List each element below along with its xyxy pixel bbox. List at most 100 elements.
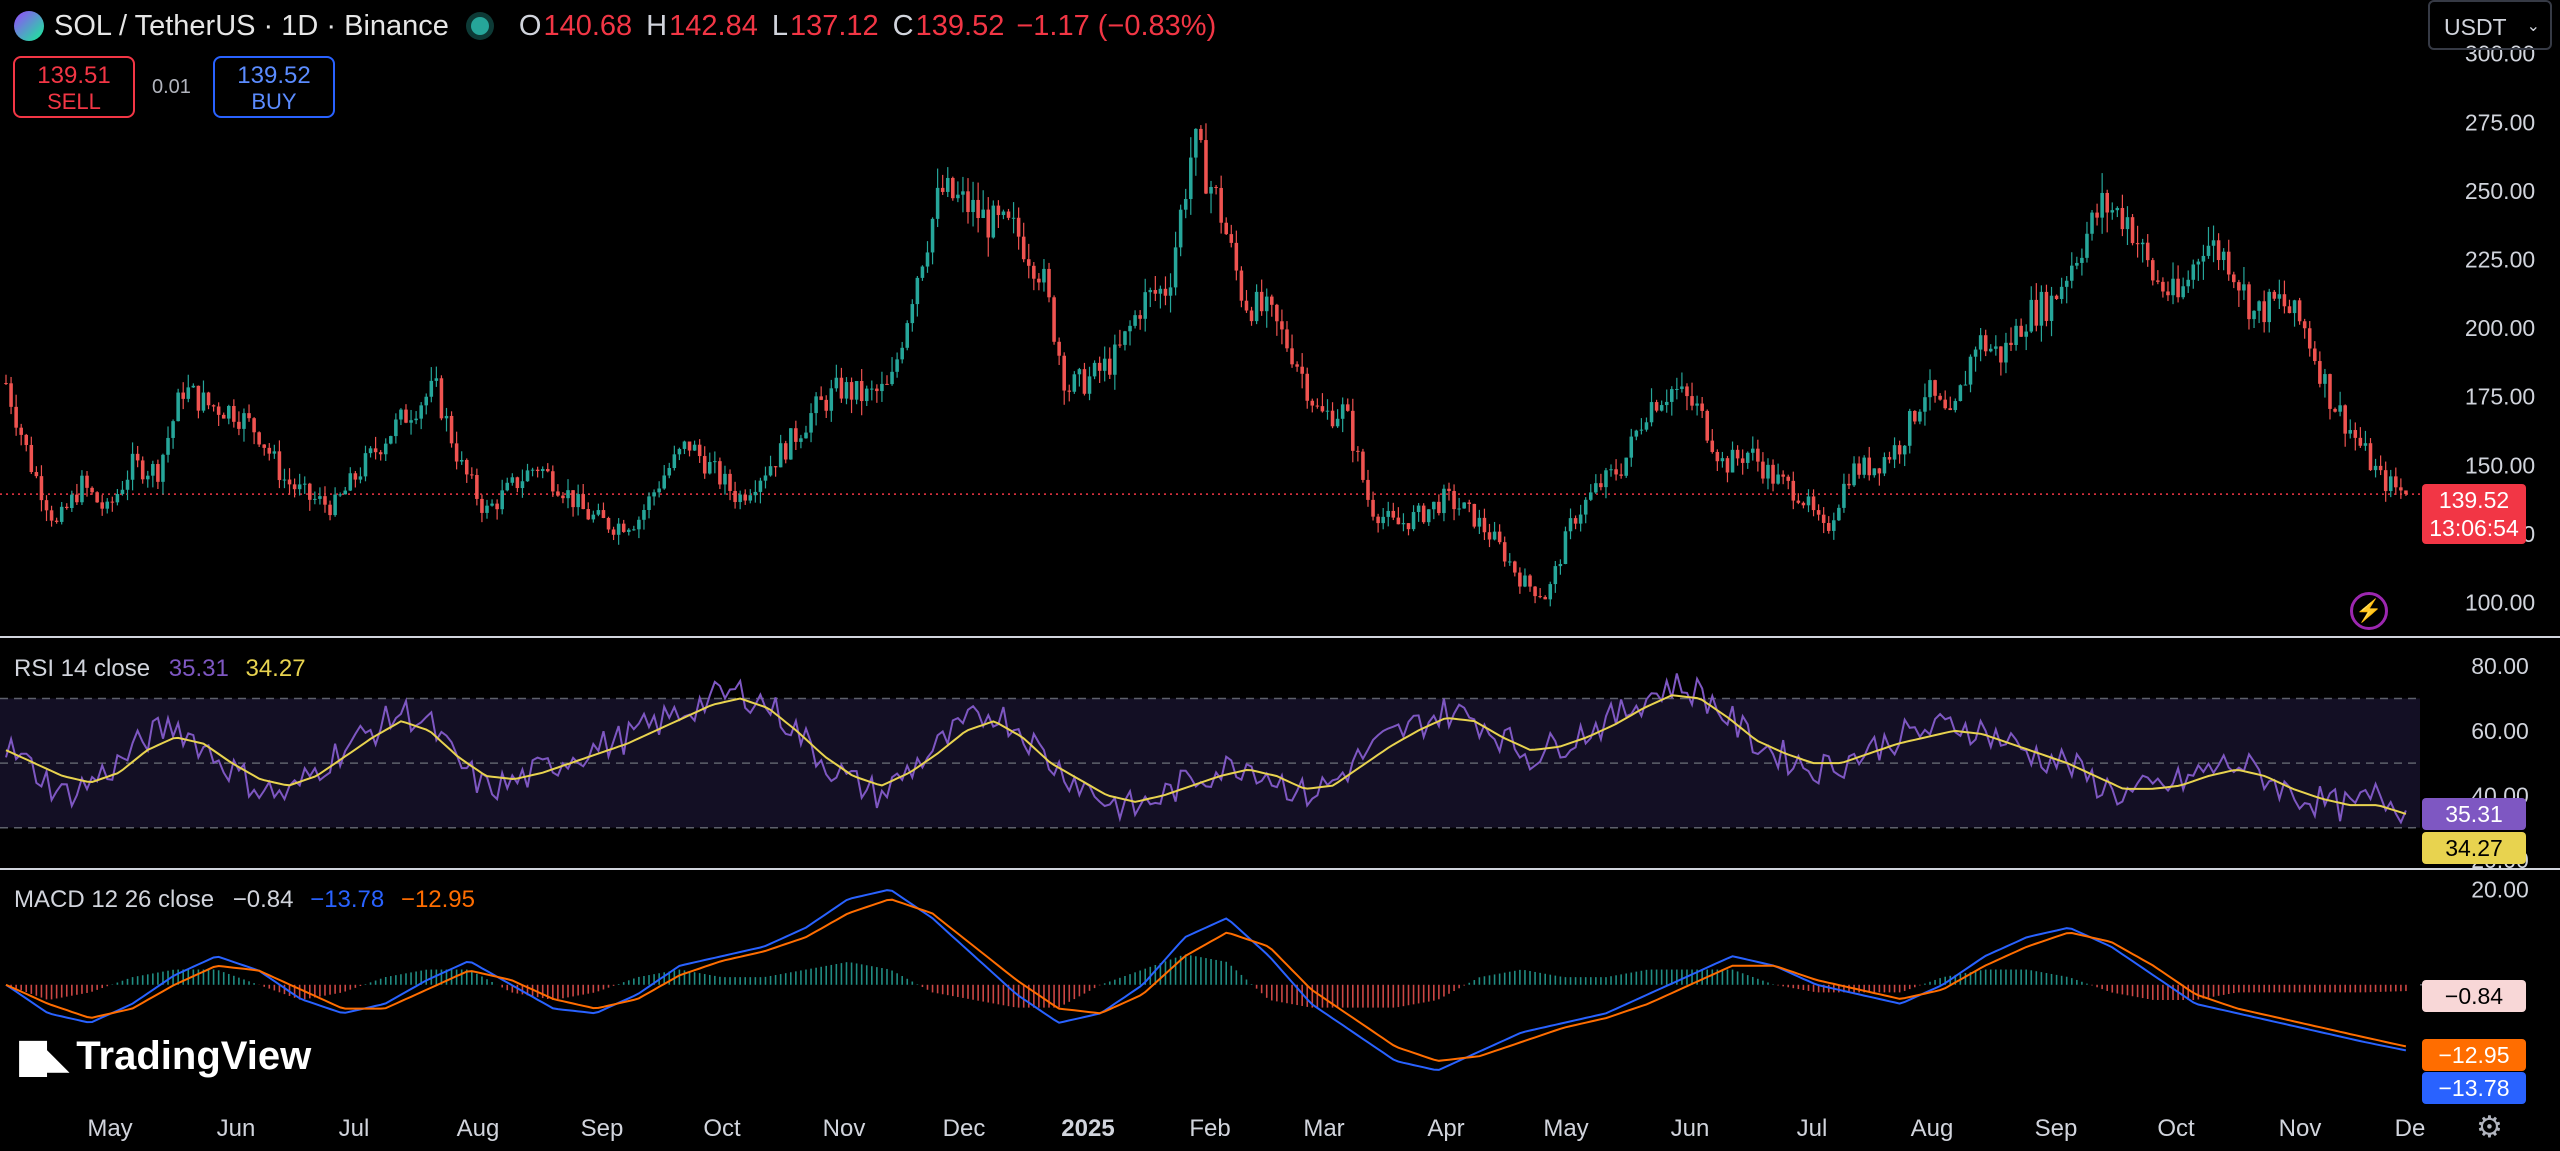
rsi-value-tag: 35.31 (2422, 798, 2526, 830)
candle-body (1492, 531, 1497, 540)
candle-body (2004, 342, 2008, 363)
candle-body (1513, 561, 1517, 573)
time-axis-label: Nov (823, 1115, 866, 1142)
candle-body (1902, 445, 1907, 455)
candle-body (2054, 295, 2059, 299)
candle-body (1432, 501, 1436, 510)
candle-body (368, 448, 373, 454)
candle-body (232, 405, 236, 422)
candle-body (1148, 289, 1153, 293)
candle-body (1558, 563, 1563, 567)
macd-hist-tag: −0.84 (2422, 980, 2526, 1012)
current-price-tag: 139.52 13:06:54 (2422, 484, 2526, 544)
buy-button[interactable]: 139.52 BUY (213, 56, 335, 118)
candle-body (642, 509, 646, 520)
candle-body (1968, 356, 1973, 385)
candle-body (2383, 470, 2388, 492)
candle-body (601, 510, 606, 519)
time-axis-label: Oct (2157, 1115, 2195, 1142)
candle-body (2130, 217, 2135, 244)
candle-body (1189, 157, 1193, 200)
candle-body (115, 494, 120, 503)
candle-body (1487, 532, 1492, 540)
candle-body (459, 459, 464, 462)
candle-body (667, 468, 672, 476)
candle-body (1568, 518, 1573, 532)
candle-body (2287, 306, 2292, 314)
candle-body (768, 466, 773, 476)
candle-body (1751, 448, 1755, 453)
candle-body (389, 436, 393, 444)
candle-body (1791, 480, 1796, 501)
candle-body (2191, 264, 2196, 280)
candle-body (530, 469, 535, 471)
candle-body (44, 500, 49, 511)
candle-body (1730, 449, 1735, 473)
candle-body (1771, 464, 1775, 484)
candle-body (1340, 404, 1345, 419)
candle-body (783, 443, 788, 460)
candle-body (1224, 222, 1228, 235)
candle-body (333, 494, 337, 516)
candle-body (940, 187, 945, 192)
candle-body (672, 454, 677, 469)
candle-body (1376, 516, 1380, 524)
candle-body (9, 383, 13, 407)
sell-button[interactable]: 139.51 SELL (13, 56, 135, 118)
candle-body (1553, 566, 1558, 585)
candle-body (1887, 457, 1892, 460)
candle-body (1599, 483, 1603, 488)
candle-body (130, 453, 135, 480)
candle-body (1021, 236, 1026, 260)
candle-body (221, 414, 226, 419)
candle-body (2080, 257, 2084, 263)
candle-body (49, 510, 54, 521)
candle-body (799, 438, 803, 442)
candle-body (485, 505, 489, 513)
candle-body (2135, 243, 2140, 245)
candle-body (1629, 436, 1634, 458)
candle-body (1953, 401, 1958, 411)
candle-body (39, 476, 44, 501)
candle-body (475, 474, 479, 499)
symbol-title[interactable]: SOL / TetherUS · 1D · Binance (54, 9, 449, 42)
macd-pane: 20.00 (5, 877, 2529, 1071)
candle-body (1143, 292, 1147, 319)
candle-body (925, 252, 930, 267)
candle-body (1594, 483, 1598, 493)
candle-body (1244, 300, 1249, 311)
candle-body (2085, 233, 2089, 258)
candle-body (1502, 542, 1507, 562)
lightning-icon[interactable]: ⚡ (2350, 592, 2388, 630)
candle-body (616, 523, 621, 535)
currency-select[interactable]: USDT ⌄ (2428, 0, 2552, 50)
time-axis-label: Jul (339, 1115, 370, 1142)
candle-body (1290, 348, 1294, 365)
candle-body (1948, 408, 1953, 411)
rsi-ma-line (5, 694, 2407, 815)
gear-icon[interactable]: ⚙ (2476, 1111, 2503, 1144)
candle-body (1067, 390, 1072, 392)
rsi-legend[interactable]: RSI 14 close 35.31 34.27 (14, 655, 306, 683)
candle-body (1123, 331, 1127, 345)
candle-body (637, 519, 641, 530)
candle-body (1872, 468, 1877, 476)
candle-body (991, 205, 996, 238)
bar-countdown: 13:06:54 (2429, 515, 2519, 541)
candle-body (1239, 270, 1244, 301)
macd-legend[interactable]: MACD 12 26 close −0.84 −13.78 −12.95 (14, 886, 475, 914)
candle-body (505, 482, 510, 491)
candle-body (287, 479, 292, 485)
candle-body (2105, 192, 2109, 213)
candle-body (834, 377, 839, 389)
candle-body (252, 418, 256, 433)
sell-label: SELL (47, 89, 101, 114)
candle-body (2206, 245, 2211, 256)
price-pane: 300.00 275.00 250.00 225.00 200.00 175.00 150.… (0, 41, 2535, 616)
candle-body (2338, 405, 2342, 412)
candle-body (1214, 186, 1218, 188)
close-label: C (892, 9, 914, 42)
candle-body (1229, 234, 1234, 243)
candle-body (1087, 376, 1092, 394)
